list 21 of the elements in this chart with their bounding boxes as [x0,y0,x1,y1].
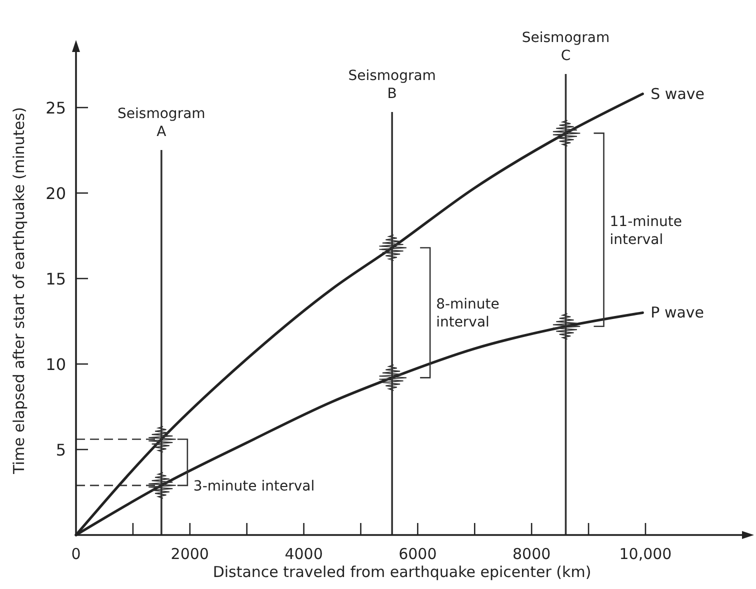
x-tick-label: 2000 [170,545,209,563]
y-tick-label: 15 [46,270,66,289]
annotation: 3-minute interval [193,478,315,494]
ref-line-label: Seismogram A [118,106,206,140]
x-tick-label: 4000 [284,545,323,563]
annotation: 11-minute interval [610,214,682,248]
x-tick-label: 0 [71,545,81,563]
ref-line-label: Seismogram C [522,30,610,64]
y-tick-label: 10 [46,355,66,374]
y-tick-label: 25 [46,98,66,118]
series-label: P wave [650,304,704,322]
annotation: 8-minute interval [436,296,500,331]
ref-line-label: Seismogram B [348,68,436,102]
y-tick-label: 5 [56,440,66,460]
x-tick-label: 6000 [398,545,437,563]
x-axis-title: Distance traveled from earthquake epicenter (km) [212,563,592,581]
series-label: S wave [650,84,705,103]
x-tick-label: 8000 [512,545,551,563]
y-tick-label: 20 [46,184,66,204]
y-axis-title: Time elapsed after start of earthquake (minutes) [10,107,28,475]
x-tick-label: 10,000 [619,545,672,563]
